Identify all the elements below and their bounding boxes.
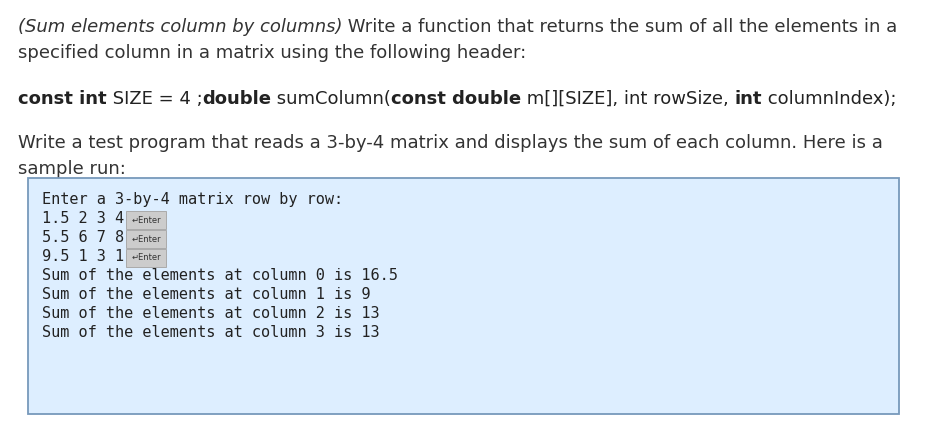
Text: Sum of the elements at column 0 is 16.5: Sum of the elements at column 0 is 16.5: [42, 268, 398, 283]
Text: ↵Enter: ↵Enter: [132, 235, 161, 244]
Text: specified column in a matrix using the following header:: specified column in a matrix using the f…: [18, 44, 527, 62]
Text: double: double: [202, 90, 272, 108]
FancyBboxPatch shape: [126, 249, 166, 267]
Text: 1.5 2 3 4: 1.5 2 3 4: [42, 211, 124, 226]
Text: Write a test program that reads a 3-by-4 matrix and displays the sum of each col: Write a test program that reads a 3-by-4…: [18, 134, 883, 152]
Text: columnIndex);: columnIndex);: [762, 90, 897, 108]
Text: Sum of the elements at column 2 is 13: Sum of the elements at column 2 is 13: [42, 306, 380, 321]
Text: ↵Enter: ↵Enter: [132, 253, 161, 262]
Text: 9.5 1 3 1: 9.5 1 3 1: [42, 249, 124, 264]
Text: Write a function that returns the sum of all the elements in a: Write a function that returns the sum of…: [342, 18, 897, 36]
Text: SIZE = 4 ;: SIZE = 4 ;: [107, 90, 202, 108]
Text: sumColumn(: sumColumn(: [272, 90, 391, 108]
Text: ↵Enter: ↵Enter: [132, 216, 161, 225]
Text: int: int: [735, 90, 762, 108]
Text: 5.5 6 7 8: 5.5 6 7 8: [42, 230, 124, 245]
Text: m[][SIZE], int rowSize,: m[][SIZE], int rowSize,: [521, 90, 735, 108]
FancyBboxPatch shape: [28, 178, 899, 414]
Text: Sum of the elements at column 3 is 13: Sum of the elements at column 3 is 13: [42, 325, 380, 340]
Text: const double: const double: [391, 90, 521, 108]
FancyBboxPatch shape: [126, 230, 166, 248]
Text: sample run:: sample run:: [18, 160, 126, 178]
Text: const int: const int: [18, 90, 107, 108]
Text: Enter a 3-by-4 matrix row by row:: Enter a 3-by-4 matrix row by row:: [42, 192, 343, 207]
Text: (Sum elements column by columns): (Sum elements column by columns): [18, 18, 342, 36]
FancyBboxPatch shape: [126, 211, 166, 229]
Text: Sum of the elements at column 1 is 9: Sum of the elements at column 1 is 9: [42, 287, 371, 302]
